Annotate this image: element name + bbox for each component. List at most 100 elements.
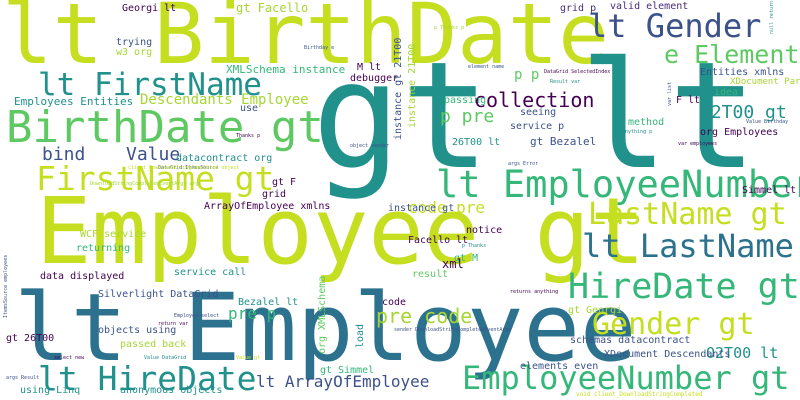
word-value-gt: Value gt [236,355,261,361]
word-gt-26t00: passed back [120,339,187,350]
word-grid: grid [262,189,287,200]
word-client-object: client_DownloadStringCompleted object [128,165,240,171]
word-service-p: service p [510,121,565,132]
word-descendants-employee: Descendants Employee [140,92,309,108]
word-wcf-service: WCF service [80,229,147,240]
word-org-xmlschema: XDocument Descendants [604,349,731,360]
word-pre-code: pre code [376,304,473,328]
word-p-p: p p [514,67,540,83]
word-xmlschema-instance: XMLSchema instance [226,63,346,76]
word-use: use [240,103,259,114]
word-e-element: e Element [664,40,800,69]
word-data-displayed: data displayed [40,271,125,282]
word-load: gt Georgi [568,305,623,316]
word-lt-employee: lt Employee [14,274,637,383]
word-method: method [628,117,665,128]
word-f-lt: F lt [676,95,701,106]
word-args-error: args Error [508,161,539,167]
word-employeenumber-gt: EmployeeNumber gt [462,359,790,397]
word-instance-21t00: instance 21T00 [407,43,418,128]
word-hiredate-gt: HireDate gt [568,267,800,307]
word-passed-back: objects using [98,325,177,336]
word-birthdate-gt: BirthDate gt [6,102,324,153]
word-idea: idea [714,87,739,98]
word-seeing: seeing [520,107,557,118]
word-datacontract-org: datacontract org [176,153,273,164]
word-returns-anything: returns anything [510,289,559,295]
word-instance-gt-21t00: instance gt 21T00 [393,37,404,140]
word-return-var: return var [158,321,189,327]
word-sender-download: sender DownloadStringCompletedEventArgs [394,327,512,333]
word-lt-employeenumber: lt EmployeeNumber [436,163,800,206]
word-notice: notice [466,225,503,236]
word-select-new: select new [54,355,85,361]
word-grid-p: grid p [560,3,597,14]
word-anything-p: anything p [622,129,653,135]
word-employee-gt: Employee gt [36,178,646,285]
word-lt-gender: lt Gender [588,7,762,45]
word-gt-georgi: load [355,323,366,348]
word-facello-lt: Facello lt [408,235,469,246]
word-gt-bezalel: gt Bezalel [530,135,597,148]
word-entities-xmlns: Entities xmlns [700,67,785,78]
word-thanks-p: Thanks p [236,133,261,139]
word-lastname-gt: LastName gt [588,197,787,232]
word-simmel-lt: org XMLSchema [317,275,328,354]
word-gt-m: gt M [454,253,479,264]
word-lt-firstname: lt FirstName [38,67,262,103]
word-bind: bind [42,144,86,165]
word-datagrid-itemssource: DataGrid ItemsSource [158,165,219,171]
word-m-lt: M lt [357,62,382,73]
word-null-return: null return [769,0,775,34]
word-gender-gt: Gender gt [592,307,755,342]
word-value: Value [126,144,181,165]
word-code: gt 26T00 [6,333,55,344]
word-p-thanks-p: p Thanks p [434,25,465,31]
word-result: result [412,269,449,280]
word-void-client: void client_DownloadStringCompleted [576,391,703,398]
word-02t00-gt: 02T00 gt [700,102,787,123]
word-lt-hiredate: lt HireDate [38,359,257,398]
word-result-var: DataGrid SelectedIndex [544,69,611,75]
word-xdocument-descendants: schemas datacontract [570,335,691,346]
word-pre-p: pre p [228,304,277,323]
word-anonymous-objects: using Linq [20,385,81,396]
word-element-name: anonymous objects [120,385,223,396]
word-georgi-lt: Georgi lt [122,3,177,14]
word-datagrid-selectedindex: element name [468,64,505,70]
word-code-pre: code pre [408,198,486,217]
word-lt-arrayofemployee: lt ArrayOfEmployee [256,372,430,391]
word-instance-gt: instance gt [388,203,455,214]
word-gt-simmel: Simmel lt [742,185,797,196]
word-birthday-e: Birthday e [304,45,335,51]
word-itemssource-employees: ItemsSource employees [3,254,9,318]
word-p-thanks: p Thanks [462,243,487,249]
word-service-call: service call [174,267,247,278]
word-firstname-gt: FirstName gt [36,159,275,198]
word-26t00-lt: 26T00 lt [452,137,501,148]
word-objects-using: Bezalel lt [238,297,299,308]
word-w3-org: w3 org [116,47,153,58]
word-p-pre: p pre [440,106,495,127]
word-using-linq: elements even [520,361,599,372]
word-passing: passing [444,95,487,106]
word-var-list: var list [667,81,673,106]
word-employee-select: Employee select [174,313,220,319]
word-xdocument-parse: Result var [550,79,581,85]
word-valid-element: valid element [610,1,689,12]
word-org-employees: org Employees [700,127,779,138]
word-gt-lt: gt lt [312,30,758,202]
word-object-sender: object sender [350,143,390,149]
word-returning: returning [76,243,131,254]
word-21t00-lt: XDocument Parse [730,77,800,87]
word-lt-birthdate: lt BirthDate [2,0,609,83]
word-o2t00-lt: O2T00 lt [706,344,779,362]
word-schemas-datacontract: code [382,297,407,308]
word-value-datagrid: Value DataGrid [144,355,187,361]
word-trying: trying [116,37,153,48]
word-var-employees: var employees [678,141,718,147]
word-bezalel-lt: Silverlight DataGrid [98,289,219,300]
word-gt-f: gt F [272,177,297,188]
word-gt-facello: gt Facello [236,1,309,15]
